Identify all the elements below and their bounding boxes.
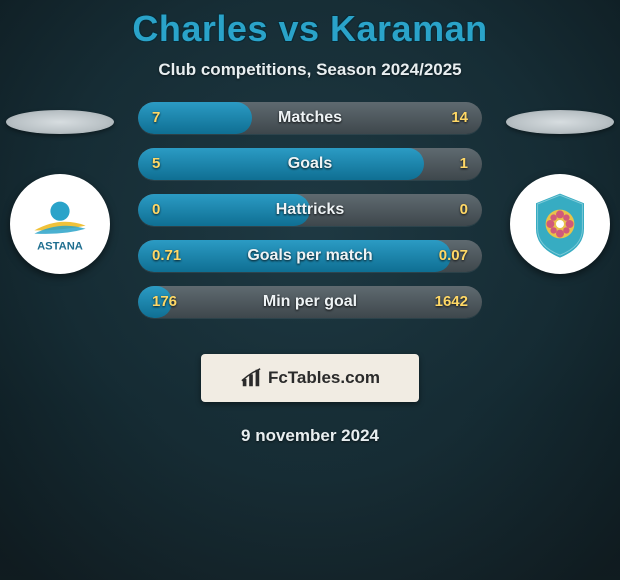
stat-bar: 51Goals [138, 148, 482, 180]
page-title: Charles vs Karaman [0, 8, 620, 50]
stat-bar: 714Matches [138, 102, 482, 134]
comparison-body: ASTANA 714Matches 51Goals 00Hattricks 0.710… [0, 102, 620, 342]
right-player-slot [506, 110, 614, 134]
left-club-badge: ASTANA [10, 174, 110, 274]
stat-label: Matches [138, 102, 482, 134]
stat-label: Goals per match [138, 240, 482, 272]
astana-logo-icon: ASTANA [20, 184, 100, 264]
stat-label: Hattricks [138, 194, 482, 226]
club-b-logo-icon [520, 184, 600, 264]
stat-bar: 00Hattricks [138, 194, 482, 226]
right-club-column [500, 102, 620, 274]
stat-label: Min per goal [138, 286, 482, 318]
svg-text:ASTANA: ASTANA [37, 241, 83, 253]
fctables-attribution: FcTables.com [201, 354, 419, 402]
attribution-text: FcTables.com [268, 368, 380, 388]
bar-chart-icon [240, 367, 262, 389]
left-club-column: ASTANA [0, 102, 120, 274]
stat-bar: 1761642Min per goal [138, 286, 482, 318]
stat-bars: 714Matches 51Goals 00Hattricks 0.710.07Goal… [138, 102, 482, 318]
stat-label: Goals [138, 148, 482, 180]
stat-bar: 0.710.07Goals per match [138, 240, 482, 272]
comparison-date: 9 november 2024 [0, 426, 620, 446]
left-player-slot [6, 110, 114, 134]
right-club-badge [510, 174, 610, 274]
subtitle: Club competitions, Season 2024/2025 [0, 60, 620, 80]
